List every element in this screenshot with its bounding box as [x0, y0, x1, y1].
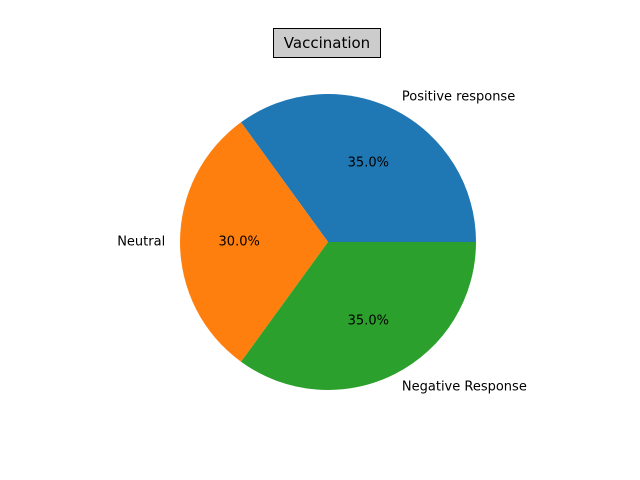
pie-labels: Positive response 35.0% Neutral 30.0% Negati… [117, 89, 527, 394]
chart-title: Vaccination [273, 28, 381, 58]
slice-label-neutral: Neutral [117, 235, 165, 250]
slice-percent-negative-response: 35.0% [348, 314, 389, 329]
slice-label-positive-response: Positive response [402, 89, 515, 104]
pie-slice-positive-response [241, 94, 477, 242]
slice-label-negative-response: Negative Response [402, 380, 527, 395]
pie-slices [179, 94, 477, 391]
pie-slice-neutral [179, 122, 328, 362]
slice-percent-neutral: 30.0% [219, 235, 260, 250]
chart-title-text: Vaccination [283, 34, 371, 52]
pie-slice-negative-response [241, 242, 476, 391]
slice-percent-positive-response: 35.0% [348, 155, 389, 170]
